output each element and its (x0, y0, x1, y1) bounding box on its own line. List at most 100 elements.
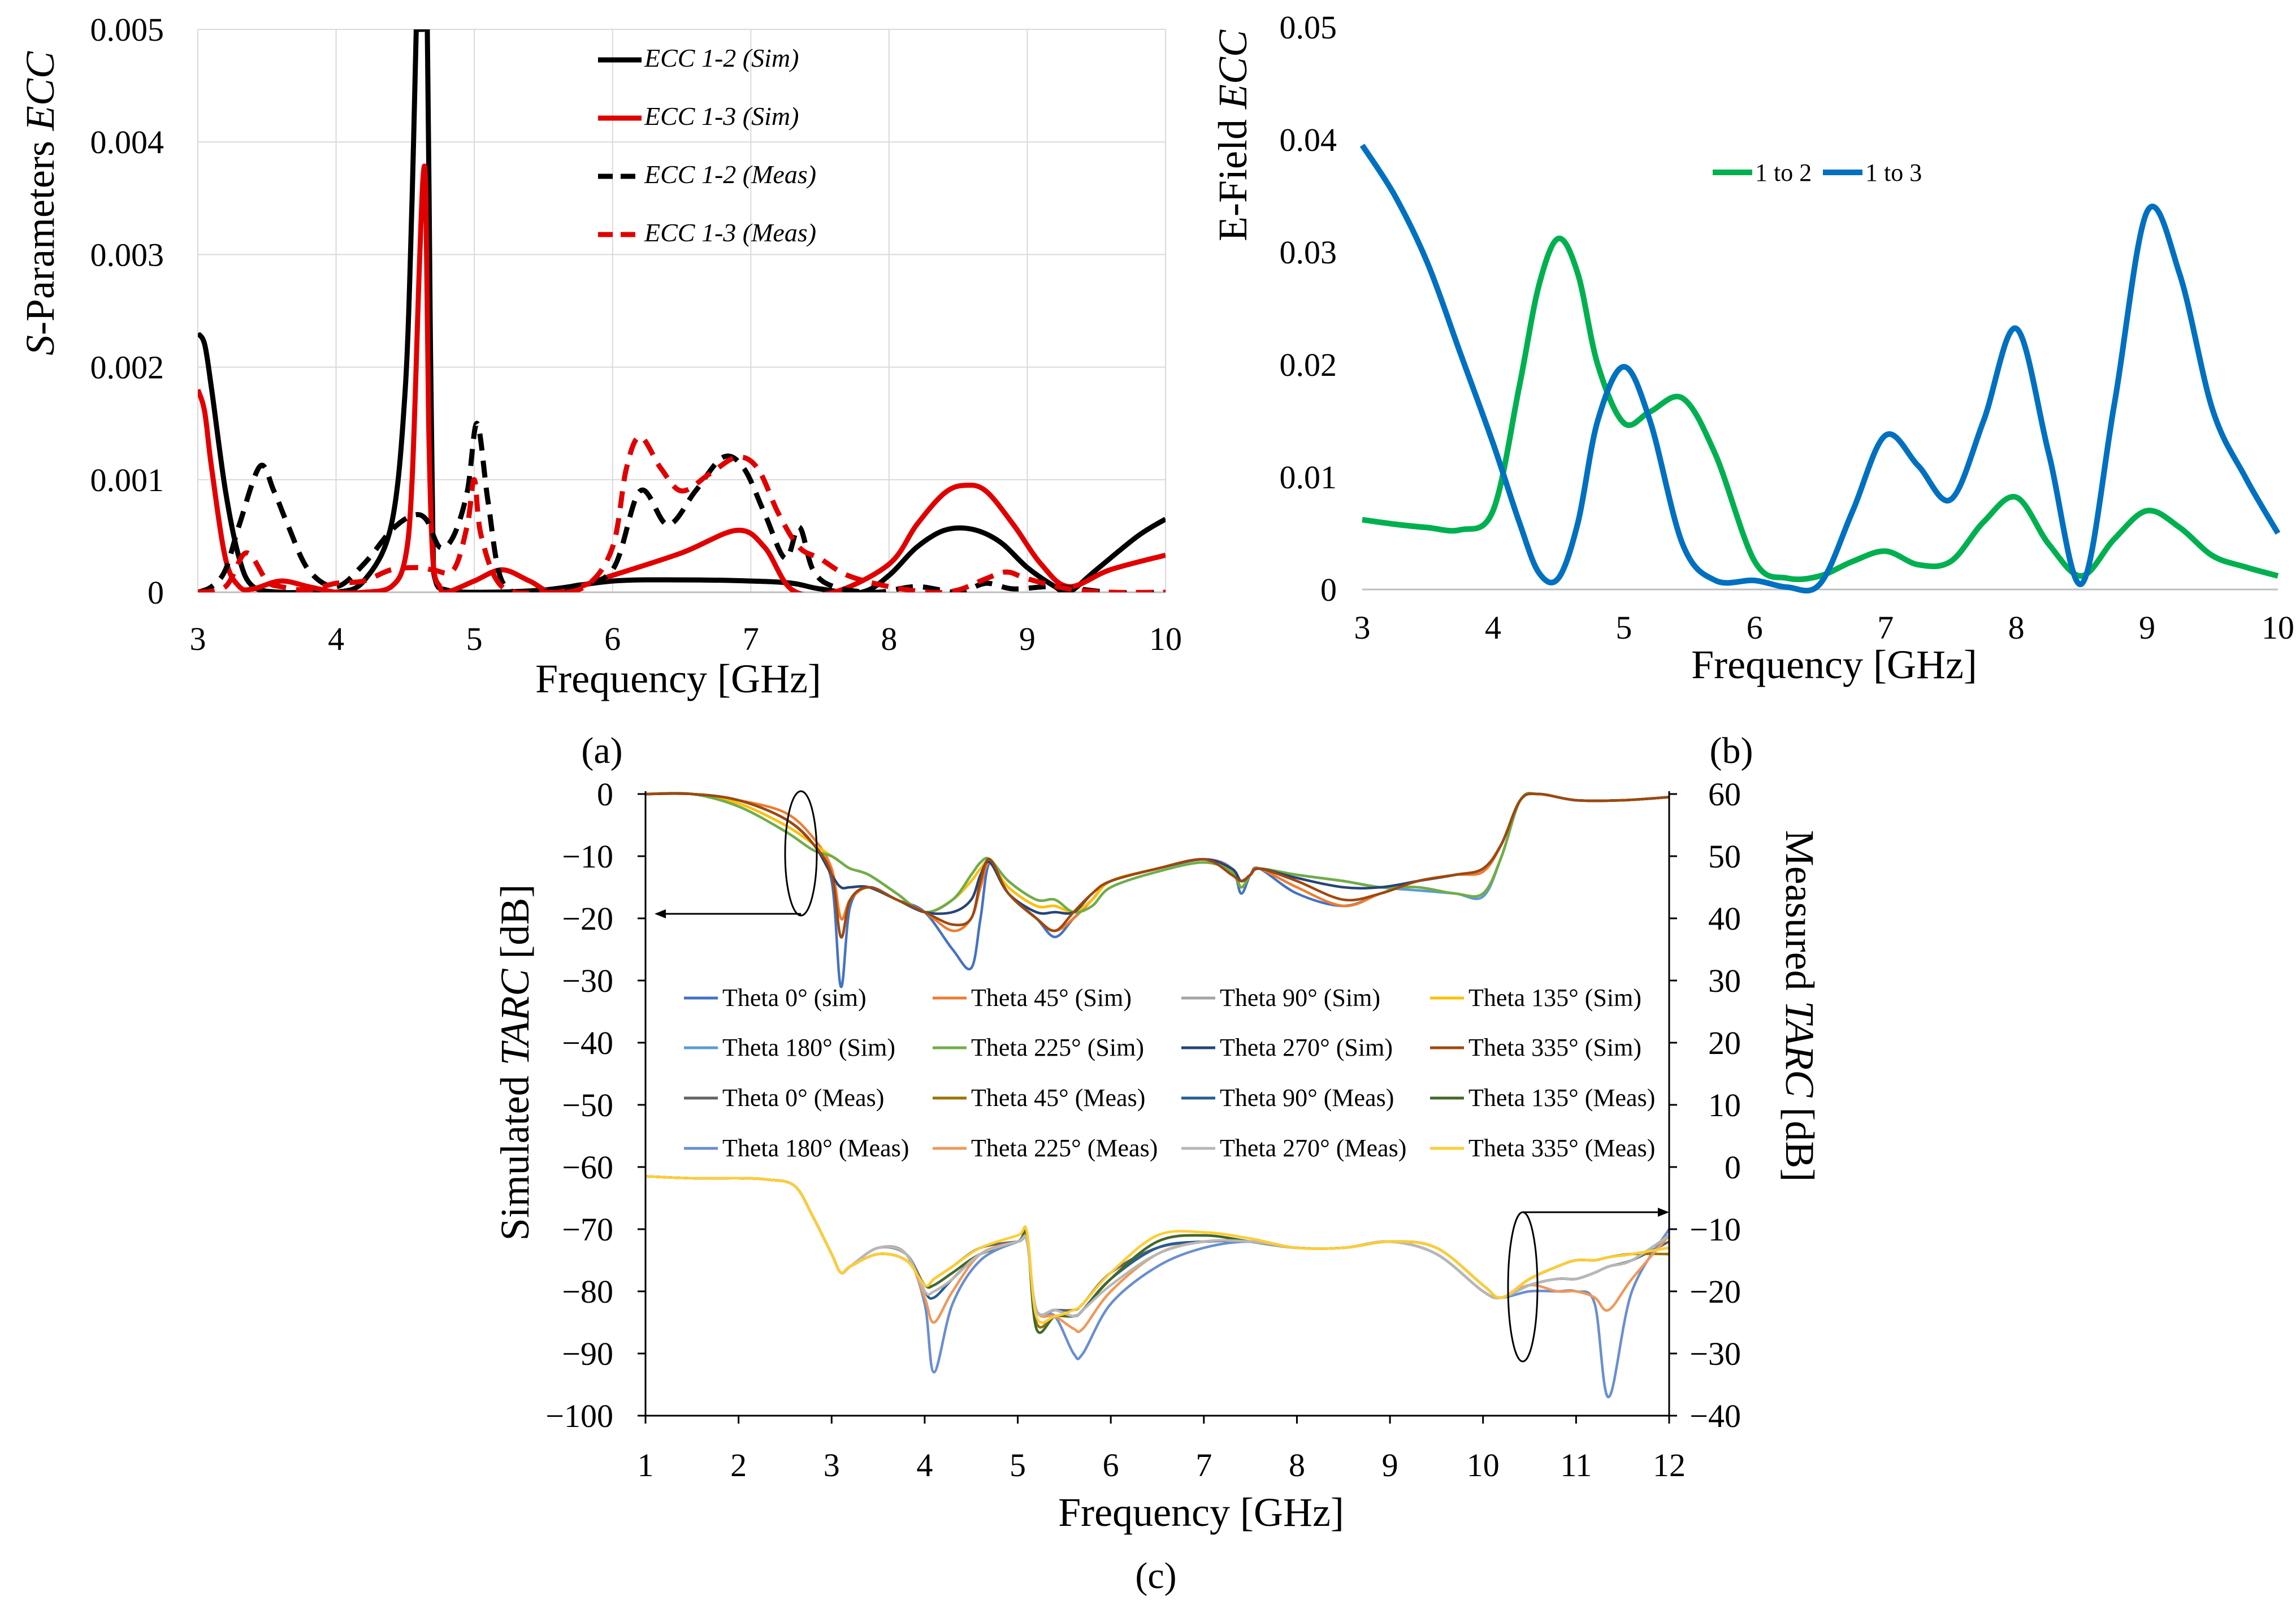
chart-a-series-line-2 (198, 163, 1166, 592)
chart-b-y-label-suffix: ECC (1210, 29, 1255, 110)
chart-c-right-y-tick-label: 30 (1708, 962, 1741, 999)
chart-b-y-tick-label: 0.03 (1280, 234, 1337, 271)
chart-b-legend-label: 1 to 2 (1755, 159, 1812, 186)
chart-b-x-tick-label: 9 (2139, 609, 2155, 646)
chart-b-x-label: Frequency [GHz] (1691, 642, 1977, 687)
chart-a-x-tick-label: 7 (743, 621, 759, 657)
chart-a-x-tick-label: 8 (881, 621, 897, 657)
chart-a-y-tick-label: 0 (148, 574, 164, 611)
chart-b-y-tick-label: 0.02 (1280, 346, 1337, 383)
chart-a-y-tick-label: 0.004 (90, 124, 164, 160)
chart-c-left-y-tick-label: −10 (562, 838, 613, 875)
chart-c-legend-label: Theta 90° (Sim) (1220, 984, 1380, 1012)
chart-c-x-tick-label: 4 (916, 1447, 933, 1483)
chart-b-x-tick-label: 4 (1485, 609, 1501, 646)
chart-b-y-tick-label: 0 (1320, 571, 1337, 608)
chart-c-right-y-label-unit: [dB] (1777, 1097, 1822, 1182)
chart-a-x-tick-label: 5 (466, 621, 483, 657)
chart-c-legend-label: Theta 135° (Meas) (1468, 1084, 1655, 1112)
chart-a-y-tick-label: 0.003 (90, 236, 164, 273)
chart-b-y-tick-label: 0.04 (1280, 122, 1337, 158)
chart-c-right-y-tick-label: 0 (1725, 1149, 1741, 1186)
chart-a-x-tick-label: 6 (604, 621, 621, 657)
chart-b-y-label: E-Field ECC (1210, 29, 1255, 241)
chart-c-left-y-label-mid: Simulated (492, 1065, 538, 1240)
chart-c-right-y-tick-label: −30 (1689, 1335, 1741, 1372)
chart-c-legend-label: Theta 270° (Sim) (1220, 1034, 1393, 1061)
chart-c-right-y-label-suffix: TARC (1777, 1001, 1822, 1098)
chart-c-legend-label: Theta 135° (Sim) (1468, 984, 1641, 1012)
chart-a-legend: ECC 1-2 (Sim) ECC 1-3 (Sim) ECC 1-2 (Meas)… (598, 44, 816, 247)
chart-c-right-y-tick-label: 40 (1708, 900, 1741, 937)
chart-b-y-tick-label: 0.01 (1280, 459, 1337, 496)
chart-a-y-label-prefix: S (18, 335, 63, 355)
chart-c-x-tick-label: 3 (824, 1447, 840, 1483)
chart-b-x-tick-label: 5 (1615, 609, 1632, 646)
chart-c-legend-label: Theta 180° (Sim) (722, 1034, 895, 1061)
chart-c-meas-arrowhead (1658, 1208, 1669, 1217)
chart-c-legend-label: Theta 335° (Meas) (1468, 1134, 1655, 1162)
chart-c-legend-label: Theta 225° (Meas) (971, 1134, 1158, 1162)
chart-a-y-tick-label: 0.001 (90, 462, 164, 498)
chart-a-y-tick-label: 0.002 (90, 349, 164, 386)
chart-c-left-y-tick-label: −70 (562, 1211, 613, 1248)
chart-b-x-ticks: 3 4 5 6 7 8 9 10 (1354, 609, 2295, 646)
chart-b-x-tick-label: 6 (1747, 609, 1763, 646)
chart-c-x-label: Frequency [GHz] (1058, 1490, 1344, 1535)
chart-c-legend: Theta 0° (sim) Theta 45° (Sim) Theta 90° (… (684, 984, 1655, 1162)
chart-b-series (1359, 144, 2281, 594)
chart-a-series (198, 29, 1166, 592)
chart-c-series (646, 792, 1669, 1399)
chart-a-x-tick-label: 9 (1019, 621, 1036, 657)
chart-a: 3 4 5 6 7 8 9 10 0 0.001 0.002 0.003 0.004 0.005 Fre… (18, 11, 1182, 771)
chart-c-x-tick-label: 5 (1010, 1447, 1026, 1483)
chart-b-series-line-1 (1362, 236, 2279, 583)
chart-c-x-tick-label: 8 (1289, 1447, 1305, 1483)
chart-c-x-tick-label: 12 (1653, 1447, 1686, 1483)
chart-c-legend-label: Theta 90° (Meas) (1220, 1084, 1394, 1112)
chart-b-y-tick-label: 0.05 (1280, 9, 1337, 46)
chart-c-left-y-tick-label: −30 (562, 962, 613, 999)
chart-b-y-label-mid: E-Field (1210, 109, 1255, 241)
chart-c-legend-label: Theta 270° (Meas) (1220, 1134, 1406, 1162)
chart-b-legend-label: 1 to 3 (1865, 159, 1922, 186)
chart-c-right-y-tick-label: 60 (1708, 776, 1741, 813)
chart-a-series-line-4 (198, 434, 1166, 592)
chart-c-x-tick-label: 9 (1382, 1447, 1398, 1483)
chart-c-series-line-8 (646, 792, 1669, 939)
chart-c-left-y-label-unit: [dB] (492, 884, 538, 969)
chart-a-y-ticks: 0 0.001 0.002 0.003 0.004 0.005 (90, 11, 164, 611)
chart-c-left-y-tick-label: −50 (562, 1087, 613, 1124)
chart-c-x-tick-label: 10 (1467, 1447, 1500, 1483)
chart-b-series-line-2 (1359, 144, 2281, 594)
chart-c-left-y-tick-label: −80 (562, 1273, 613, 1310)
chart-a-y-label-mid: -Parameters (18, 131, 63, 335)
chart-a-legend-label: ECC 1-2 (Meas) (644, 160, 816, 189)
chart-c-left-y-tick-label: −20 (562, 900, 613, 937)
chart-c-panel-label: (c) (1135, 1555, 1176, 1597)
chart-c-right-y-ticks: 60 50 40 30 20 10 0 −10 −20 −30 −40 (1669, 776, 1741, 1434)
chart-b-y-ticks: 0 0.01 0.02 0.03 0.04 0.05 (1280, 9, 1337, 608)
chart-c-sim-arrowhead (655, 909, 666, 918)
chart-c-legend-label: Theta 180° (Meas) (722, 1134, 909, 1162)
chart-c-legend-label: Theta 225° (Sim) (971, 1034, 1144, 1061)
chart-c-right-y-tick-label: −10 (1689, 1211, 1741, 1248)
chart-c-x-ticks: 1 2 3 4 5 6 7 8 9 10 11 12 (638, 1416, 1686, 1483)
chart-a-y-label: S-Parameters ECC (18, 51, 63, 355)
chart-c-right-y-label-mid: Measured (1777, 830, 1822, 1001)
chart-c-x-tick-label: 6 (1103, 1447, 1119, 1483)
chart-c-left-y-tick-label: −90 (562, 1335, 613, 1372)
chart-c-right-y-tick-label: 10 (1708, 1087, 1741, 1124)
chart-c-x-tick-label: 7 (1195, 1447, 1212, 1483)
chart-c-legend-label: Theta 45° (Sim) (971, 984, 1132, 1012)
chart-c-series-line-6 (646, 792, 1669, 914)
chart-a-x-tick-label: 4 (328, 621, 344, 657)
chart-c-legend-label: Theta 45° (Meas) (971, 1084, 1145, 1112)
chart-c-right-y-tick-label: −40 (1689, 1398, 1741, 1434)
chart-a-legend-label: ECC 1-2 (Sim) (644, 44, 799, 72)
chart-c-x-tick-label: 1 (638, 1447, 654, 1483)
chart-b-legend: 1 to 2 1 to 3 (1713, 159, 1922, 186)
chart-a-y-label-suffix: ECC (18, 51, 63, 131)
chart-a-legend-label: ECC 1-3 (Meas) (644, 218, 816, 247)
